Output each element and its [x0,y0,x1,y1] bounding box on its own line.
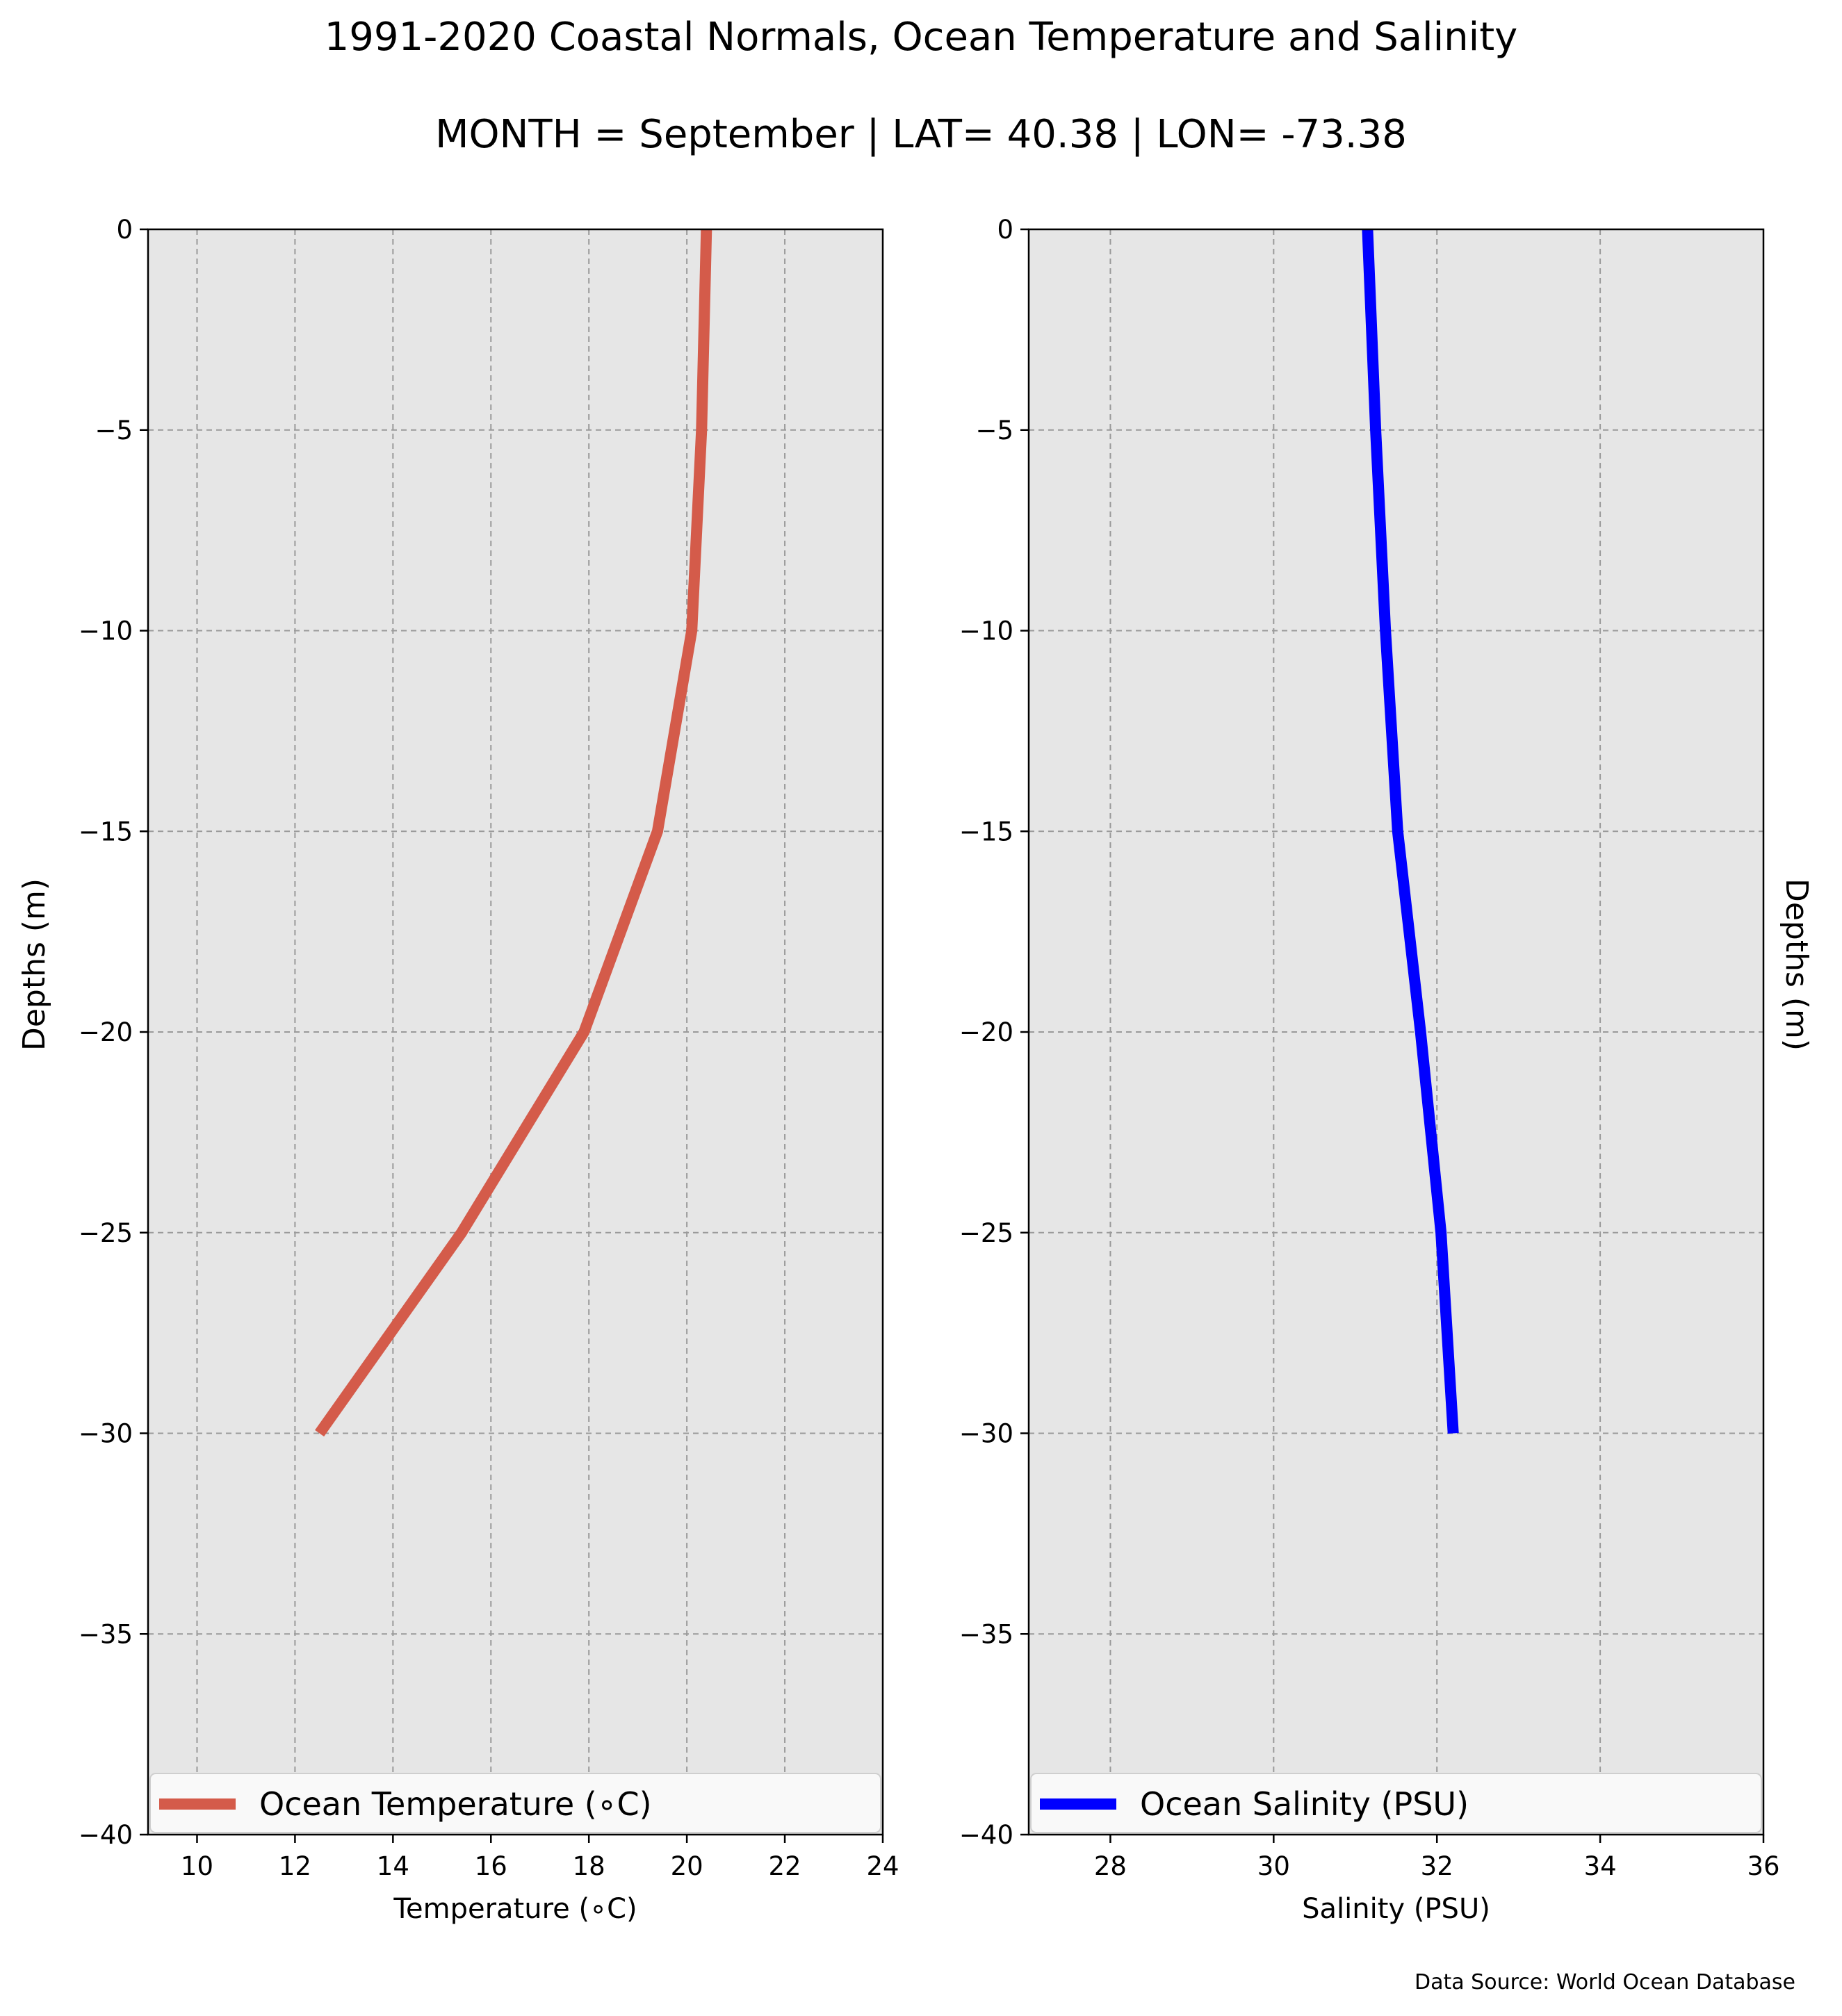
temperature-x-tick-label: 24 [866,1851,899,1881]
temperature-x-tick-label: 10 [181,1851,213,1881]
salinity-y-tick-label: −30 [959,1419,1013,1449]
salinity-plot-area [1029,229,1763,1835]
figure-title: 1991-2020 Coastal Normals, Ocean Tempera… [325,15,1518,60]
salinity-series-line [1362,229,1459,1434]
temperature-y-tick-label: 0 [116,215,133,245]
temperature-x-tick-label: 20 [671,1851,703,1881]
salinity-y-tick-label: −10 [959,616,1013,646]
temperature-panel: Ocean Temperature (∘C) 10 12 14 16 18 20 22 24 0 −… [17,215,899,1925]
temperature-y-tick-label: −20 [79,1017,133,1047]
figure-subtitle: MONTH = September | LAT= 40.38 | LON= -7… [435,112,1407,157]
temperature-y-tick-label: −25 [79,1218,133,1248]
salinity-y-axis-label: Depths (m) [1779,878,1814,1051]
salinity-y-tick-label: −40 [959,1820,1013,1850]
salinity-x-tick-label: 34 [1584,1851,1617,1881]
salinity-y-tick-label: −15 [959,817,1013,846]
temperature-legend-box [149,1773,881,1833]
temperature-y-tick-label: −40 [79,1820,133,1850]
salinity-y-tick-label: −20 [959,1017,1013,1047]
salinity-y-tick-label: −35 [959,1619,1013,1649]
salinity-panel: Ocean Salinity (PSU) 28 30 32 34 36 0 −5 −10 −15 −… [959,215,1814,1925]
salinity-x-tick-label: 28 [1094,1851,1127,1881]
temperature-y-tick-label: −10 [79,616,133,646]
salinity-x-axis-label: Salinity (PSU) [1302,1893,1490,1925]
temperature-y-tick-label: −35 [79,1619,133,1649]
temperature-x-tick-label: 16 [475,1851,507,1881]
temperature-x-axis-label: Temperature (∘C) [393,1893,637,1925]
salinity-y-tick-label: 0 [997,215,1013,245]
temperature-y-tick-label: −15 [79,817,133,846]
salinity-x-tick-label: 36 [1747,1851,1779,1881]
salinity-y-tick-label: −25 [959,1218,1013,1248]
data-source-note: Data Source: World Ocean Database [1415,1970,1795,1994]
temperature-legend-label: Ocean Temperature (∘C) [259,1785,652,1823]
temperature-series-line [315,229,712,1437]
temperature-x-tick-label: 22 [769,1851,801,1881]
temperature-x-tick-label: 14 [377,1851,409,1881]
temperature-y-tick-label: −30 [79,1419,133,1449]
temperature-y-tick-label: −5 [95,416,133,445]
salinity-legend-label: Ocean Salinity (PSU) [1140,1785,1469,1823]
temperature-x-tick-label: 12 [279,1851,311,1881]
temperature-y-axis-label: Depths (m) [17,878,52,1051]
temperature-plot-area [148,229,883,1835]
salinity-x-tick-label: 30 [1257,1851,1290,1881]
salinity-y-tick-label: −5 [975,416,1013,445]
salinity-legend-box [1030,1773,1762,1833]
temperature-x-tick-label: 18 [573,1851,605,1881]
salinity-x-tick-label: 32 [1421,1851,1453,1881]
